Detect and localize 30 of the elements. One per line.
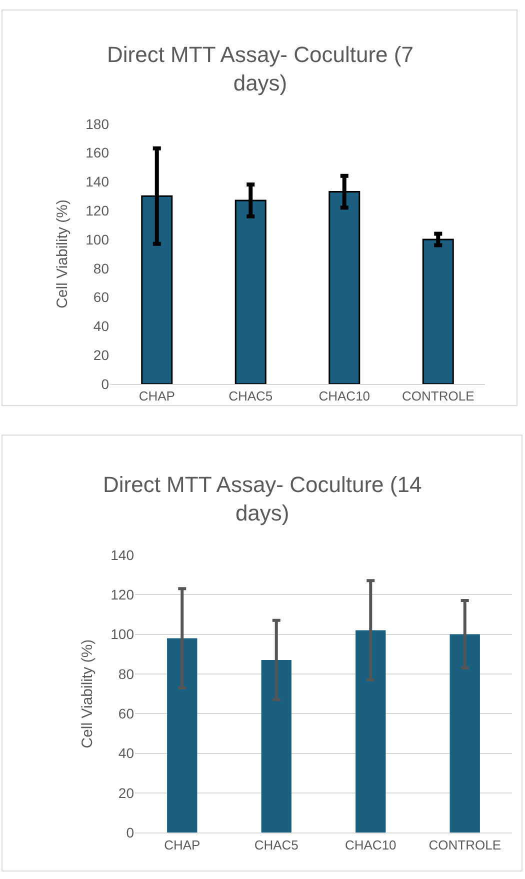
y-tick-label: 0 [126,824,134,841]
y-tick-label: 40 [118,745,134,762]
y-tick-label: 0 [101,376,110,392]
y-tick-label: 120 [86,202,110,218]
y-tick-label: 160 [86,144,110,161]
x-tick-label: CHAC10 [318,388,370,404]
y-tick-label: 40 [93,318,110,334]
x-tick-label: CHAC5 [254,837,298,852]
x-tick-label: CHAC5 [228,388,273,404]
y-tick-label: 140 [86,174,110,190]
y-tick-label: 20 [93,347,110,364]
x-tick-label: CONTROLE [402,388,475,404]
y-tick-label: 180 [86,116,110,132]
x-tick-label: CHAC10 [344,837,396,852]
y-tick-label: 20 [118,784,134,801]
y-tick-label: 80 [93,260,110,276]
x-tick-label: CHAP [138,388,175,404]
x-tick-label: CHAP [164,837,200,852]
y-tick-label: 80 [118,666,134,682]
y-tick-label: 60 [93,289,110,306]
y-tick-label: 60 [118,706,134,722]
y-axis-title: Cell Viability (%) [78,639,96,748]
x-tick-label: CONTROLE [428,837,502,852]
y-tick-label: 100 [110,626,134,642]
y-axis-title: Cell Viability (%) [54,199,71,308]
chart-title: Direct MTT Assay- Coculture (7 days) [107,42,414,96]
y-tick-label: 100 [86,231,110,248]
chart-title: Direct MTT Assay- Coculture (14 days) [103,472,422,526]
y-tick-label: 120 [110,586,134,602]
y-tick-label: 140 [110,546,134,563]
